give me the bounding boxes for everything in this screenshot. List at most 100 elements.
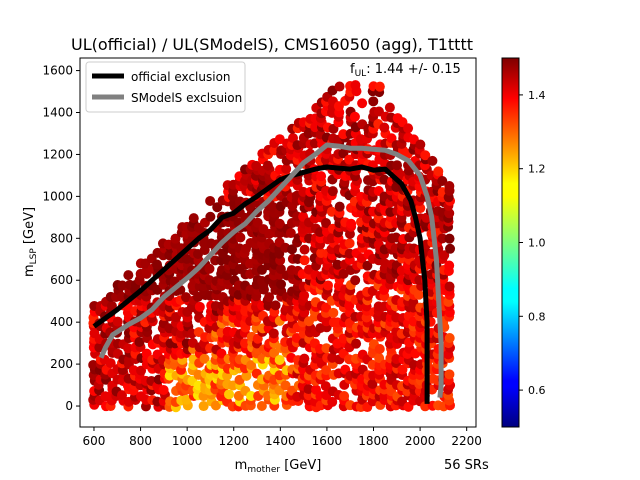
scatter-point <box>374 81 385 92</box>
scatter-point <box>362 260 373 271</box>
scatter-point <box>270 300 281 311</box>
scatter-point <box>327 186 338 197</box>
scatter-point <box>281 163 292 174</box>
x-tick-label: 800 <box>129 434 152 448</box>
scatter-point <box>321 218 332 229</box>
scatter-point <box>408 297 419 308</box>
scatter-point <box>106 300 117 311</box>
scatter-point <box>239 338 250 349</box>
colorbar-gradient <box>501 57 520 428</box>
scatter-point <box>105 358 116 369</box>
y-tick-label: 800 <box>50 231 73 245</box>
scatter-point <box>299 244 310 255</box>
scatter-point <box>350 80 361 91</box>
official-exclusion-line <box>92 164 430 404</box>
scatter-point <box>134 336 145 347</box>
y-tick-label: 600 <box>50 273 73 287</box>
scatter-point <box>123 270 134 281</box>
scatter-point <box>117 390 128 401</box>
x-tick-label: 600 <box>83 434 106 448</box>
scatter-point <box>320 381 331 392</box>
y-axis: 0 200 400 600 800 1000 1200 1400 1600 <box>42 64 80 413</box>
scatter-point <box>188 213 199 224</box>
scatter-point <box>338 129 349 140</box>
scatter-point <box>379 122 390 133</box>
scatter-point <box>413 289 424 300</box>
scatter-point <box>181 253 192 264</box>
colorbar-tick-label: 1.4 <box>528 89 546 102</box>
scatter-point <box>439 250 450 261</box>
scatter-point <box>344 154 355 165</box>
x-tick-label: 2000 <box>405 434 436 448</box>
scatter-point <box>420 150 431 161</box>
scatter-point <box>326 206 337 217</box>
scatter-point <box>246 360 257 371</box>
scatter-point <box>117 280 128 291</box>
x-tick-label: 1000 <box>172 434 203 448</box>
footer-sr-count: 56 SRs <box>444 458 489 473</box>
scatter-point <box>228 380 239 391</box>
scatter-point <box>384 102 395 113</box>
scatter-point <box>397 364 408 375</box>
scatter-point <box>344 238 355 249</box>
chart-title: UL(official) / UL(SModelS), CMS16050 (ag… <box>71 35 473 54</box>
scatter-point <box>328 307 339 318</box>
exclusion-lines <box>92 142 444 404</box>
x-axis-label: mmother [GeV] <box>235 458 322 475</box>
scatter-point <box>181 394 192 405</box>
scatter-point <box>198 401 209 412</box>
colorbar-tick-label: 1.0 <box>528 237 546 250</box>
scatter-point <box>444 233 455 244</box>
scatter-point <box>262 160 273 171</box>
scatter-point <box>274 134 285 145</box>
x-axis: 600 800 1000 1200 1400 1600 1800 2000 2200 <box>83 427 482 448</box>
scatter-point <box>321 343 332 354</box>
scatter-point <box>276 279 287 290</box>
scatter-point <box>344 229 355 240</box>
scatter-point <box>299 290 310 301</box>
x-tick-label: 1800 <box>358 434 389 448</box>
scatter-point <box>368 96 379 107</box>
scatter-point <box>241 370 252 381</box>
scatter-point <box>299 255 310 266</box>
scatter-point <box>151 259 162 270</box>
scatter-point <box>316 171 327 182</box>
scatter-point <box>374 343 385 354</box>
scatter-point <box>437 233 448 244</box>
scatter-points <box>88 80 456 413</box>
y-tick-label: 1200 <box>42 147 73 161</box>
y-tick-label: 1000 <box>42 189 73 203</box>
colorbar-ticks: 0.6 0.8 1.0 1.2 1.4 <box>519 89 546 397</box>
scatter-point <box>299 353 310 364</box>
scatter-point <box>327 396 338 407</box>
scatter-point <box>274 218 285 229</box>
scatter-point <box>303 384 314 395</box>
scatter-point <box>285 228 296 239</box>
scatter-point <box>339 391 350 402</box>
scatter-point <box>433 166 444 177</box>
scatter-point <box>205 211 216 222</box>
y-tick-label: 200 <box>50 357 73 371</box>
colorbar <box>501 57 520 428</box>
scatter-point <box>332 259 343 270</box>
scatter-point <box>194 301 205 312</box>
x-tick-label: 1600 <box>312 434 343 448</box>
scatter-point <box>252 217 263 228</box>
scatter-point <box>403 123 414 134</box>
scatter-point <box>170 233 181 244</box>
scatter-point <box>444 260 455 271</box>
scatter-point <box>357 98 368 109</box>
scatter-point <box>444 181 455 192</box>
smodels-exclusion-line <box>98 142 444 398</box>
y-axis-label: mLSP [GeV] <box>22 207 39 277</box>
scatter-point <box>123 343 134 354</box>
scatter-point <box>264 292 275 303</box>
x-tick-label: 2200 <box>451 434 482 448</box>
colorbar-tick-label: 1.2 <box>528 163 546 176</box>
scatter-point <box>256 400 267 411</box>
scatter-point <box>351 338 362 349</box>
scatter-point <box>158 384 169 395</box>
scatter-point <box>334 81 345 92</box>
scatter-point <box>199 353 210 364</box>
